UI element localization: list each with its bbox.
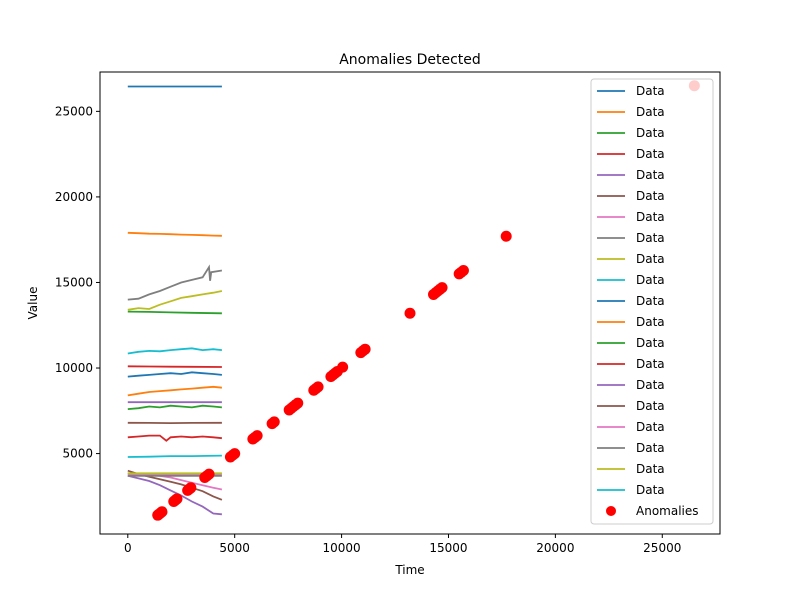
series-line-9 [127, 290, 223, 311]
legend-label: Data [636, 441, 665, 455]
y-tick-label: 20000 [55, 190, 93, 204]
plot-area [127, 80, 700, 521]
legend-label: Data [636, 336, 665, 350]
y-tick-label: 5000 [62, 447, 93, 461]
y-tick-label: 10000 [55, 361, 93, 375]
series-line-20 [127, 454, 222, 458]
legend-label: Data [636, 294, 665, 308]
x-axis: 0 5000 10000 15000 20000 25000 [124, 534, 681, 555]
legend-label: Data [636, 315, 665, 329]
legend-label: Data [636, 252, 665, 266]
legend-label: Data [636, 168, 665, 182]
anomaly-point [359, 343, 371, 355]
series-line-11 [127, 371, 222, 378]
anomaly-point [436, 282, 448, 294]
legend-label: Data [636, 420, 665, 434]
x-tick-label: 25000 [643, 541, 681, 555]
legend-label: Data [636, 399, 665, 413]
anomaly-point [404, 307, 416, 319]
anomaly-point [229, 448, 241, 460]
x-tick-label: 20000 [536, 541, 574, 555]
series-line-13 [127, 404, 222, 410]
legend: Data Data Data Data Data Data Data Data Data Data… [590, 78, 714, 525]
legend-label: Data [636, 210, 665, 224]
legend-swatch-anomalies [606, 506, 616, 516]
legend-label: Data [636, 84, 665, 98]
x-tick-label: 10000 [322, 541, 360, 555]
series-line-8 [127, 264, 223, 301]
anomaly-point [292, 397, 304, 409]
legend-label: Data [636, 105, 665, 119]
series-line-2 [127, 231, 222, 237]
series-line-3 [127, 310, 222, 315]
legend-label: Data [636, 231, 665, 245]
anomaly-point [251, 430, 263, 442]
x-tick-label: 15000 [429, 541, 467, 555]
legend-label: Data [636, 273, 665, 287]
series-line-5 [127, 474, 222, 516]
legend-label: Data [636, 357, 665, 371]
anomaly-point [457, 264, 469, 276]
anomaly-point [337, 361, 349, 373]
legend-label: Data [636, 378, 665, 392]
series-line-10 [127, 347, 222, 355]
anomaly-point [171, 493, 183, 505]
y-tick-label: 25000 [55, 104, 93, 118]
plot-frame [99, 71, 721, 535]
series-line-4 [127, 365, 222, 368]
legend-label: Data [636, 147, 665, 161]
chart-title: Anomalies Detected [339, 52, 481, 68]
x-axis-label: Time [394, 563, 424, 577]
anomaly-point [500, 230, 512, 242]
anomaly-point [268, 416, 280, 428]
x-tick-label: 0 [124, 541, 132, 555]
anomaly-point [156, 506, 168, 518]
legend-label: Data [636, 483, 665, 497]
anomaly-point [203, 468, 215, 480]
series-line-14 [127, 434, 222, 442]
legend-label: Data [636, 462, 665, 476]
y-tick-label: 15000 [55, 275, 93, 289]
legend-box [590, 78, 714, 525]
series-line-12 [127, 385, 222, 397]
anomaly-point [185, 482, 197, 494]
x-tick-label: 5000 [219, 541, 250, 555]
legend-label-anomalies: Anomalies [636, 504, 699, 518]
y-axis: 5000 10000 15000 20000 25000 [55, 104, 100, 461]
anomaly-point [312, 381, 324, 393]
legend-label: Data [636, 189, 665, 203]
legend-label: Data [636, 126, 665, 140]
y-axis-label: Value [26, 287, 40, 320]
